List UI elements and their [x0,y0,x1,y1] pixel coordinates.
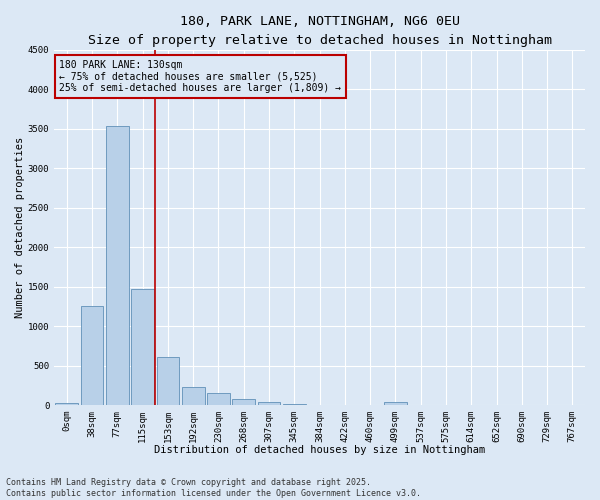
Bar [207,393,230,405]
Bar [257,402,280,405]
Bar [131,289,154,405]
Bar [106,126,129,405]
Bar [182,386,205,405]
X-axis label: Distribution of detached houses by size in Nottingham: Distribution of detached houses by size … [154,445,485,455]
Bar [157,356,179,405]
Text: 180 PARK LANE: 130sqm
← 75% of detached houses are smaller (5,525)
25% of semi-d: 180 PARK LANE: 130sqm ← 75% of detached … [59,60,341,94]
Bar [232,399,255,405]
Title: 180, PARK LANE, NOTTINGHAM, NG6 0EU
Size of property relative to detached houses: 180, PARK LANE, NOTTINGHAM, NG6 0EU Size… [88,15,551,47]
Bar [55,403,78,405]
Text: Contains HM Land Registry data © Crown copyright and database right 2025.
Contai: Contains HM Land Registry data © Crown c… [6,478,421,498]
Bar [80,306,103,405]
Bar [283,404,305,405]
Y-axis label: Number of detached properties: Number of detached properties [15,136,25,318]
Bar [384,402,407,405]
